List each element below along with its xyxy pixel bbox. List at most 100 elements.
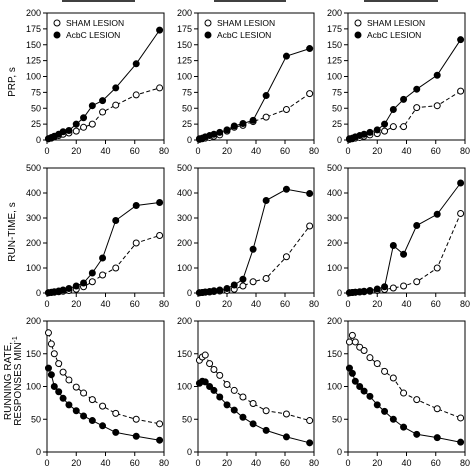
series-line-acbc <box>48 202 160 294</box>
series-line-acbc <box>199 48 310 140</box>
y-tick-label: 175 <box>177 24 192 34</box>
data-point-sham <box>223 381 231 389</box>
data-point-sham <box>88 120 96 128</box>
data-point-acbc <box>223 126 231 134</box>
x-tick-label: 60 <box>431 299 441 309</box>
data-point-acbc <box>156 436 164 444</box>
data-point-acbc <box>356 383 364 390</box>
data-point-acbc <box>59 128 67 136</box>
data-point-acbc <box>306 190 314 197</box>
data-point-sham <box>156 84 164 92</box>
y-tick-label: 50 <box>332 103 342 113</box>
y-tick-label: 300 <box>177 213 192 223</box>
data-point-sham <box>132 91 140 99</box>
data-point-sham <box>400 389 408 397</box>
data-point-acbc <box>156 199 164 206</box>
x-tick-label: 0 <box>44 299 49 309</box>
y-tick-label: 175 <box>26 24 41 34</box>
data-point-sham <box>282 410 290 418</box>
data-point-sham <box>88 396 96 404</box>
y-tick-label: 0 <box>36 135 41 145</box>
x-tick-label: 60 <box>280 299 290 309</box>
data-point-acbc <box>112 84 120 92</box>
series-line-sham <box>48 235 160 294</box>
data-point-sham <box>132 239 140 247</box>
data-point-acbc <box>216 393 224 401</box>
ylabel-run-time: RUN-TIME, s <box>7 202 18 261</box>
data-point-sham <box>389 284 397 292</box>
data-point-acbc <box>413 85 421 93</box>
data-point-sham <box>99 108 107 116</box>
y-tick-label: 200 <box>327 238 342 248</box>
data-point-acbc <box>400 423 408 431</box>
x-tick-label: 20 <box>222 146 232 156</box>
x-tick-label: 40 <box>251 458 261 468</box>
data-point-sham <box>47 340 55 348</box>
data-point-sham <box>72 127 80 135</box>
legend-marker-sham <box>354 19 362 27</box>
x-tick-label: 20 <box>372 299 382 309</box>
legend-marker-acbc <box>204 31 212 39</box>
x-tick-label: 60 <box>431 146 441 156</box>
data-point-acbc <box>210 287 218 295</box>
y-tick-label: 0 <box>36 447 41 457</box>
data-point-sham <box>457 210 465 217</box>
data-point-acbc <box>80 114 88 122</box>
data-point-acbc <box>345 364 353 372</box>
y-tick-label: 100 <box>26 382 41 392</box>
data-point-sham <box>457 87 465 95</box>
y-tick-label: 200 <box>327 316 342 326</box>
data-point-sham <box>360 346 368 354</box>
data-point-acbc <box>88 269 96 277</box>
series-line-sham <box>48 332 160 425</box>
data-point-acbc <box>249 245 257 253</box>
data-point-acbc <box>373 126 381 134</box>
x-tick-label: 20 <box>222 458 232 468</box>
data-point-acbc <box>156 26 164 34</box>
data-point-acbc <box>239 119 247 127</box>
series-line-acbc <box>48 29 161 140</box>
data-point-acbc <box>201 378 209 386</box>
series-line-acbc <box>349 182 462 294</box>
x-tick-label: 20 <box>71 146 81 156</box>
y-tick-label: 75 <box>31 87 41 97</box>
y-tick-label: 0 <box>36 288 41 298</box>
x-tick-label: 80 <box>460 458 470 468</box>
data-point-sham <box>99 271 107 279</box>
x-tick-label: 80 <box>309 299 319 309</box>
legend-label-sham: SHAM LESION <box>217 18 275 28</box>
data-point-sham <box>156 232 164 239</box>
y-tick-label: 0 <box>337 288 342 298</box>
y-tick-label: 300 <box>26 213 41 223</box>
data-point-sham <box>345 338 353 346</box>
data-point-sham <box>156 420 164 428</box>
x-tick-label: 0 <box>44 458 49 468</box>
data-point-sham <box>433 405 441 413</box>
series-line-acbc <box>199 188 310 294</box>
x-tick-label: 0 <box>44 146 49 156</box>
data-point-acbc <box>47 371 55 379</box>
x-tick-label: 60 <box>130 299 140 309</box>
data-point-acbc <box>262 426 270 434</box>
data-point-acbc <box>262 92 270 100</box>
y-tick-label: 150 <box>327 349 342 359</box>
plot-frame <box>197 167 315 294</box>
data-point-sham <box>348 331 356 339</box>
x-tick-label: 20 <box>71 458 81 468</box>
data-point-sham <box>44 329 52 337</box>
data-point-sham <box>249 400 257 408</box>
data-point-sham <box>65 376 73 384</box>
x-tick-label: 80 <box>159 299 169 309</box>
data-point-sham <box>389 123 397 131</box>
y-tick-label: 400 <box>177 188 192 198</box>
data-point-acbc <box>59 286 67 294</box>
data-point-sham <box>216 371 224 379</box>
y-tick-label: 25 <box>332 119 342 129</box>
y-tick-label: 300 <box>327 213 342 223</box>
x-tick-label: 40 <box>401 299 411 309</box>
panel-2-3: 0 100 200 300 400 500 0 20 40 60 80 <box>327 163 470 309</box>
data-point-acbc <box>65 401 73 409</box>
y-tick-label: 150 <box>177 40 192 50</box>
y-tick-label: 500 <box>26 163 41 173</box>
